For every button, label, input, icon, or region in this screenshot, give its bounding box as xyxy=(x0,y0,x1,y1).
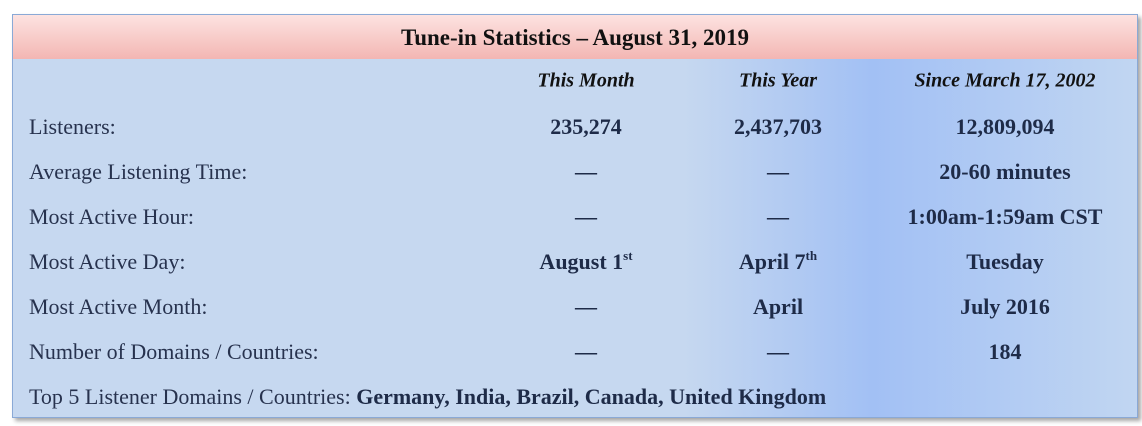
footer-label: Top 5 Listener Domains / Countries: xyxy=(29,384,351,409)
cell-value: 2,437,703 xyxy=(734,114,822,139)
cell-value: — xyxy=(575,204,597,229)
cell-value: August 1st xyxy=(539,249,632,275)
cell-value: July 2016 xyxy=(960,294,1050,319)
cell-value: April 7th xyxy=(739,249,817,275)
cell-value: — xyxy=(767,204,789,229)
row-label: Number of Domains / Countries: xyxy=(29,339,319,364)
cell-value: 12,809,094 xyxy=(955,114,1055,139)
value-suffix: th xyxy=(805,248,818,263)
cell-value: April xyxy=(752,294,804,319)
cell-value: Tuesday xyxy=(966,249,1044,274)
row-label: Most Active Month: xyxy=(29,294,208,319)
value-text: August 1 xyxy=(539,249,624,274)
footer-value: Germany, India, Brazil, Canada, United K… xyxy=(356,384,827,409)
cell-value: — xyxy=(767,159,789,184)
cell-value: — xyxy=(575,294,597,319)
column-header: Since March 17, 2002 xyxy=(914,69,1096,92)
cell-value: 184 xyxy=(988,339,1022,364)
value-suffix: st xyxy=(623,248,633,263)
cell-value: — xyxy=(767,339,789,364)
column-header: This Month xyxy=(537,69,635,92)
cell-value: — xyxy=(575,339,597,364)
stats-panel: Tune-in Statistics – August 31, 2019 Top… xyxy=(12,14,1138,418)
cell-value: 235,274 xyxy=(550,114,622,139)
column-header: This Year xyxy=(739,69,817,92)
footer: Top 5 Listener Domains / Countries: Germ… xyxy=(29,384,826,410)
cell-value: — xyxy=(575,159,597,184)
value-text: April 7 xyxy=(738,249,806,274)
row-label: Most Active Day: xyxy=(29,249,186,274)
cell-value: 20-60 minutes xyxy=(939,159,1071,184)
title: Tune-in Statistics – August 31, 2019 xyxy=(13,15,1137,59)
cell-value: 1:00am-1:59am CST xyxy=(907,204,1103,229)
row-label: Listeners: xyxy=(29,114,116,139)
row-label: Most Active Hour: xyxy=(29,204,194,229)
row-label: Average Listening Time: xyxy=(29,159,248,184)
